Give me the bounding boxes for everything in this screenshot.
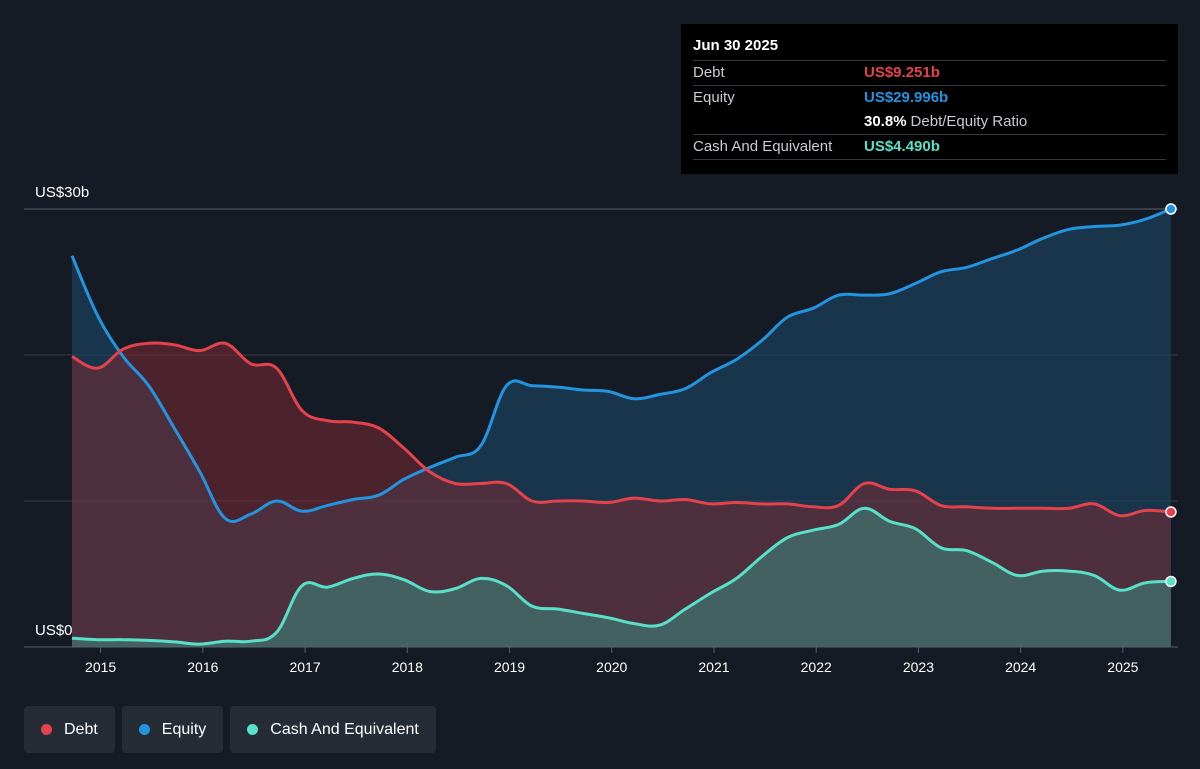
tooltip-equity-value: US$29.996b <box>864 89 949 106</box>
x-tick-label: 2018 <box>392 659 423 675</box>
x-tick-label: 2025 <box>1107 659 1138 675</box>
legend: Debt Equity Cash And Equivalent <box>24 706 436 753</box>
tooltip-cash-value: US$4.490b <box>864 138 940 155</box>
line-debt <box>71 341 1171 518</box>
area-cash <box>72 508 1171 647</box>
legend-dot-debt-icon <box>41 724 52 735</box>
tooltip-panel: Jun 30 2025 Debt US$9.251b Equity US$29.… <box>681 24 1178 174</box>
x-tick-label: 2024 <box>1005 659 1036 675</box>
x-tick-label: 2020 <box>596 659 627 675</box>
tooltip-cash-label: Cash And Equivalent <box>693 138 833 155</box>
tooltip-equity-label: Equity <box>693 89 735 106</box>
x-axis: 2015 2016 2017 2018 2019 2020 2021 2022 2023 2024… <box>85 647 1139 675</box>
tooltip-debt-label: Debt <box>693 64 725 81</box>
tooltip-row-debt: Debt US$9.251b <box>693 60 1166 85</box>
legend-label-debt: Debt <box>64 720 98 738</box>
legend-item-equity[interactable]: Equity <box>121 706 224 753</box>
marker-cash <box>1165 575 1177 588</box>
legend-dot-cash-icon <box>247 724 259 735</box>
tooltip-row-ratio: 30.8% Debt/Equity Ratio <box>693 110 1166 134</box>
series-areas <box>72 209 1171 647</box>
legend-item-cash[interactable]: Cash And Equivalent <box>230 706 436 753</box>
legend-label-equity: Equity <box>161 720 207 738</box>
x-tick-label: 2021 <box>698 659 729 675</box>
legend-dot-equity-icon <box>138 724 150 735</box>
y-tick-label-bottom: US$0 <box>35 622 73 639</box>
x-tick-label: 2017 <box>289 659 320 675</box>
tooltip-ratio-value: 30.8% <box>864 113 907 130</box>
tooltip-date: Jun 30 2025 <box>693 37 779 54</box>
y-tick-label-top: US$30b <box>35 184 90 201</box>
series-lines <box>70 207 1172 646</box>
legend-label-cash: Cash And Equivalent <box>270 720 419 738</box>
line-equity <box>70 207 1172 523</box>
legend-item-debt[interactable]: Debt <box>24 706 115 753</box>
x-tick-label: 2016 <box>187 659 218 675</box>
x-tick-label: 2023 <box>903 659 934 675</box>
x-tick-label: 2019 <box>494 659 525 675</box>
tooltip-debt-value: US$9.251b <box>864 64 940 81</box>
tooltip-row-equity: Equity US$29.996b <box>693 85 1166 110</box>
x-tick-label: 2022 <box>801 659 832 675</box>
end-markers <box>1165 203 1177 588</box>
marker-debt <box>1165 506 1177 518</box>
tooltip-row-cash: Cash And Equivalent US$4.490b <box>693 134 1166 160</box>
marker-equity <box>1165 203 1177 215</box>
line-cash <box>71 506 1171 646</box>
x-tick-label: 2015 <box>85 659 116 675</box>
tooltip-ratio-label: Debt/Equity Ratio <box>910 113 1028 130</box>
